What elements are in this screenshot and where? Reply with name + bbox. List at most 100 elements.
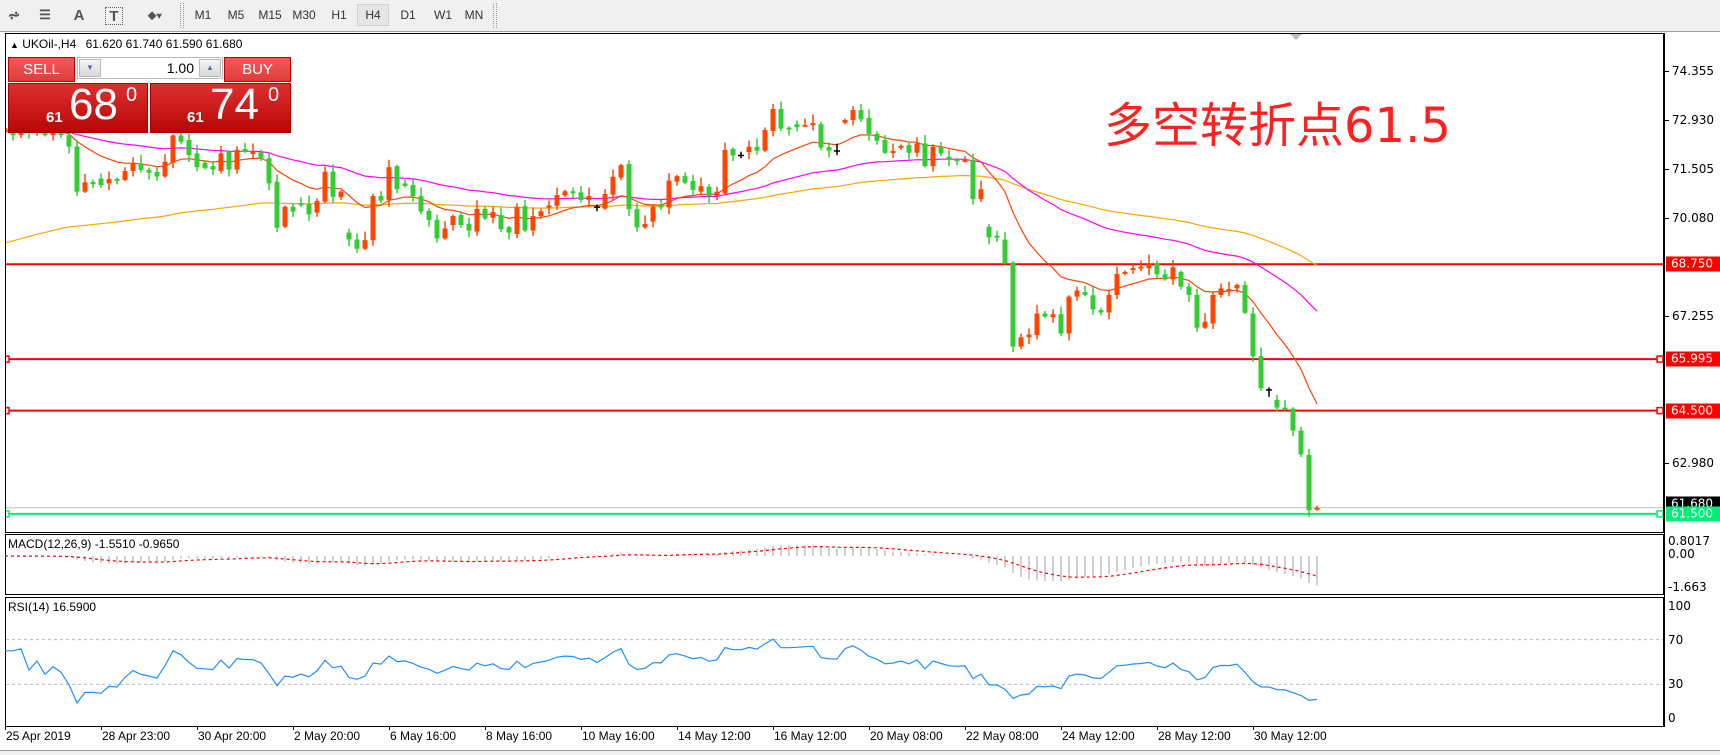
macd-panel[interactable]	[5, 534, 1664, 595]
time-tick	[677, 726, 678, 730]
candle-body	[1314, 507, 1320, 510]
time-tick	[581, 726, 582, 730]
sell-button[interactable]: SELL	[8, 57, 75, 82]
candle-body	[298, 203, 304, 206]
rsi-panel[interactable]	[5, 597, 1664, 727]
arrows-icon[interactable]: ⬥▾	[147, 7, 163, 22]
indicators-icon[interactable]: ⩫	[7, 7, 21, 24]
candle-body	[826, 147, 832, 151]
time-axis-label: 28 Apr 23:00	[102, 729, 171, 743]
candle-body	[1186, 286, 1192, 295]
sell-price-prefix: 61	[46, 109, 63, 126]
price-axis[interactable]	[1664, 33, 1665, 727]
candle-body	[690, 180, 696, 190]
candle-body	[714, 191, 720, 197]
volume-stepper[interactable]: ▼ 1.00 ▲	[77, 57, 223, 79]
chart-tabs-bar[interactable]	[0, 750, 1720, 755]
candle-body	[906, 145, 912, 153]
candle-body	[1018, 337, 1024, 347]
candle-body	[74, 146, 80, 192]
time-tick	[293, 726, 294, 730]
chart-header: ▲ UKOil-,H4 61.620 61.740 61.590 61.680	[10, 37, 242, 51]
timeframe-w1-button[interactable]: W1	[434, 8, 452, 22]
volume-increase-button[interactable]: ▲	[199, 59, 221, 77]
candle-body	[426, 210, 432, 220]
timeframe-m1-button[interactable]: M1	[194, 8, 212, 22]
candle-body	[202, 162, 208, 169]
timeframe-m30-button[interactable]: M30	[292, 8, 316, 22]
timeframe-m5-button[interactable]: M5	[227, 8, 245, 22]
candle-body	[410, 185, 416, 197]
candle-body	[218, 153, 224, 171]
candle-body	[858, 110, 864, 120]
candle-body	[1306, 455, 1312, 511]
buy-button[interactable]: BUY	[224, 57, 291, 82]
candle-body	[618, 165, 624, 178]
toolbar: ⩫ ☰ A T ⬥▾ M1 M5 M15 M30 H1 H4 D1 W1 MN	[0, 0, 1720, 32]
candle-body	[242, 148, 248, 152]
candle-body	[922, 143, 928, 167]
candle-body	[458, 215, 464, 226]
candle-body	[178, 135, 184, 142]
candle-body	[538, 211, 544, 217]
timeframe-d1-button[interactable]: D1	[400, 8, 416, 22]
price-axis-label: 67.255	[1672, 308, 1714, 323]
volume-input[interactable]: 1.00	[166, 60, 194, 76]
buy-price-main: 74	[210, 80, 259, 129]
candle-body	[226, 151, 232, 170]
collapse-triangle-icon[interactable]: ▲	[10, 40, 19, 50]
macd-axis-label: -1.663	[1668, 580, 1707, 594]
candle-body	[58, 131, 64, 136]
line-handle	[6, 406, 10, 415]
candle-body	[234, 149, 240, 170]
text-icon[interactable]: A	[73, 6, 85, 24]
time-axis-label: 20 May 08:00	[870, 729, 943, 743]
time-tick	[869, 726, 870, 730]
candle-body	[818, 124, 824, 148]
moving-average-slow	[6, 174, 1318, 267]
rsi-axis-label: 100	[1668, 599, 1691, 613]
timeframe-h1-button[interactable]: H1	[331, 8, 347, 22]
candle-body	[50, 131, 56, 136]
rsi-line	[5, 638, 1318, 704]
candle-body	[570, 191, 576, 194]
time-axis-label: 2 May 20:00	[294, 729, 361, 743]
line-price-label: 68.750	[1666, 256, 1720, 272]
candle-body	[666, 180, 672, 208]
timeframe-mn-button[interactable]: MN	[464, 8, 484, 22]
buy-price[interactable]: 61 74 0	[150, 80, 291, 133]
line-handle	[1656, 510, 1663, 518]
candle-body	[402, 183, 408, 187]
price-axis-label: 74.355	[1672, 64, 1714, 79]
candle-body	[194, 153, 200, 168]
annotation-text[interactable]: 多空转折点61.5	[1104, 98, 1451, 154]
candle-body	[154, 172, 160, 177]
candle-body	[522, 206, 528, 231]
timeframe-m15-button[interactable]: M15	[258, 8, 282, 22]
buy-price-fraction: 0	[268, 84, 280, 106]
candle-body	[186, 139, 192, 156]
candle-body	[674, 176, 680, 182]
price-axis-label: 72.930	[1672, 113, 1714, 128]
timeframe-h4-button[interactable]: H4	[357, 4, 389, 26]
candle-body	[122, 170, 128, 180]
candle-body	[474, 208, 480, 232]
candle-body	[442, 228, 448, 239]
text-label-icon[interactable]: T	[105, 7, 123, 25]
candle-body	[802, 124, 808, 127]
rsi-label: RSI(14) 16.5900	[8, 600, 97, 614]
candle-body	[898, 145, 904, 148]
rsi-axis-label: 30	[1668, 677, 1684, 692]
fibonacci-icon[interactable]: ☰	[39, 7, 51, 22]
candle-body	[1242, 284, 1248, 313]
candle-body	[1178, 271, 1184, 287]
main-chart-panel[interactable]	[5, 33, 1664, 533]
volume-decrease-button[interactable]: ▼	[79, 59, 101, 77]
toolbar-separator	[180, 3, 184, 28]
candle-body	[546, 205, 552, 208]
candle-body	[586, 196, 592, 200]
line-handle	[6, 510, 10, 518]
price-tick	[1665, 315, 1669, 317]
sell-price[interactable]: 61 68 0	[8, 80, 148, 133]
price-tick	[1665, 462, 1669, 464]
